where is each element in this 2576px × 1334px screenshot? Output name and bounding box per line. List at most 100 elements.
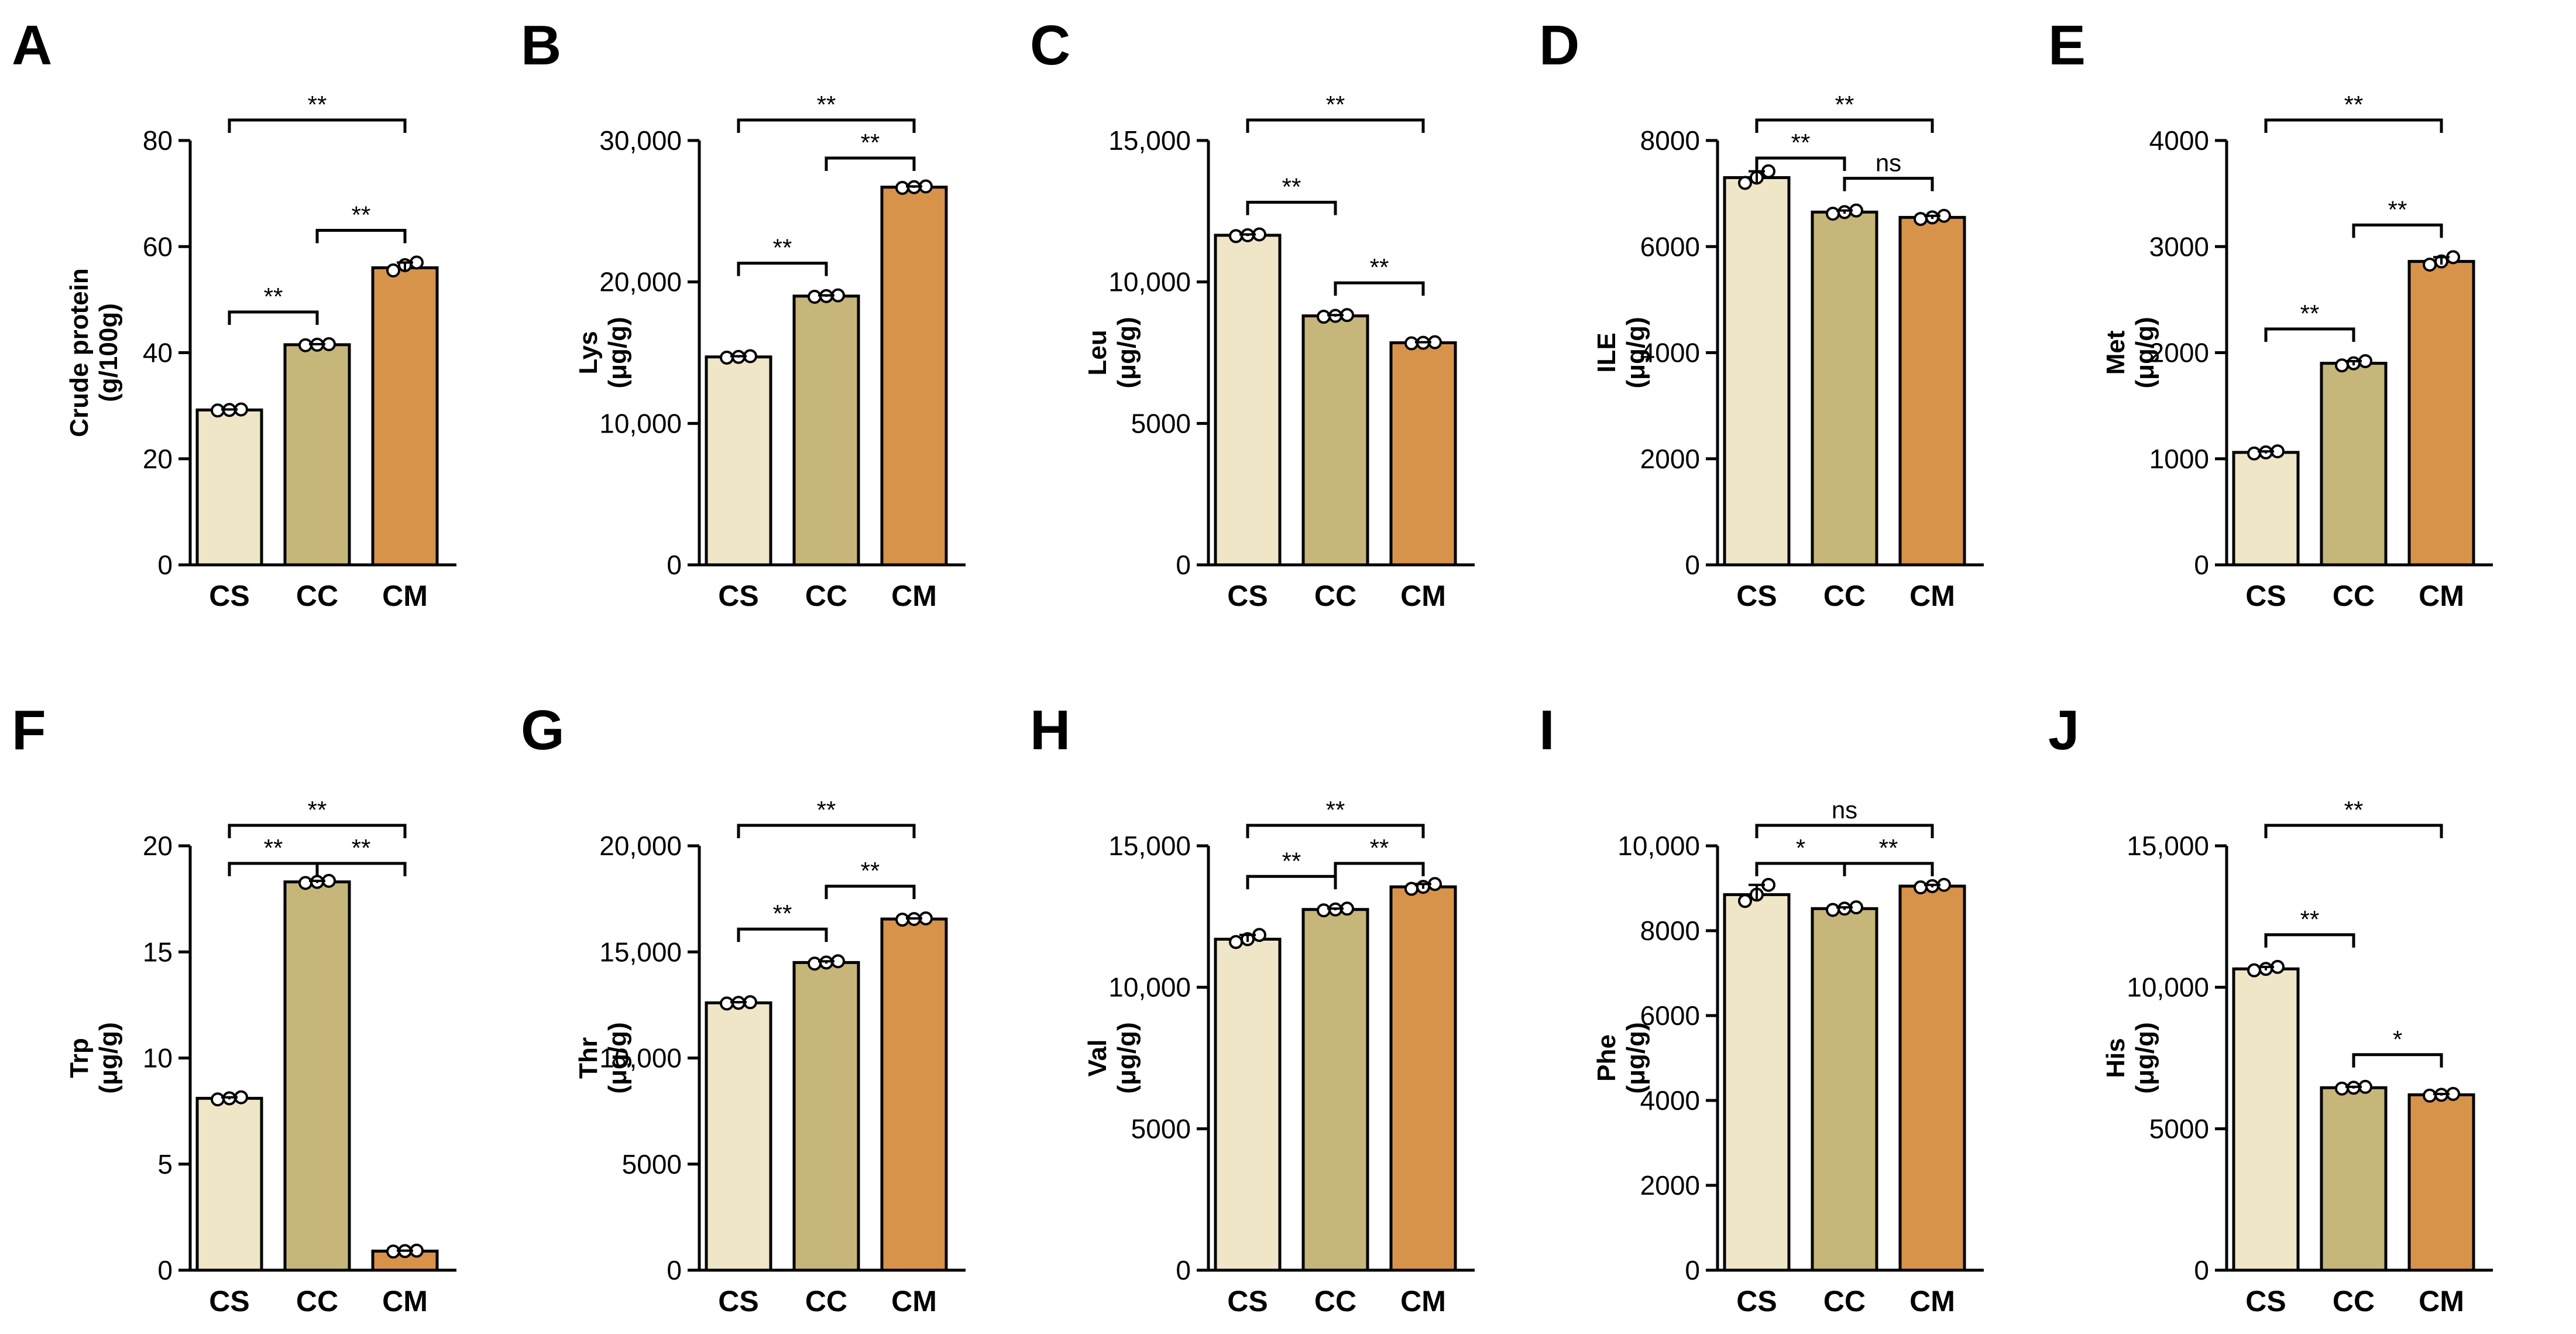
y-axis-title: Met(μg/g): [2101, 317, 2159, 388]
bar-cm: [2407, 1093, 2475, 1272]
significance-bracket: [825, 156, 916, 171]
y-tick-label: 10,000: [1108, 267, 1191, 297]
panel-b: B 0 10,000 20,000 30,000 Lys(μg/g) CS CC CM ** ** *…: [521, 14, 966, 612]
significance-label: ns: [1876, 149, 1901, 177]
bar-cs: [705, 355, 772, 567]
significance-label: **: [2388, 196, 2407, 223]
significance-bracket: [228, 118, 407, 133]
significance-bracket: [737, 927, 828, 942]
panel-a: A 0 20 40 60 80 Crude protein(g/100g) CS CC CM ** *…: [12, 14, 456, 612]
data-point: [808, 290, 822, 304]
data-point: [808, 956, 822, 971]
significance-label: **: [352, 834, 371, 862]
y-tick-label: 10,000: [2127, 972, 2209, 1003]
significance-label: **: [1370, 253, 1389, 281]
x-category-label: CC: [1823, 1285, 1866, 1318]
data-point: [2247, 446, 2261, 461]
significance-label: ns: [1832, 796, 1857, 824]
significance-bracket: [228, 310, 319, 325]
x-category-label: CS: [1736, 579, 1777, 612]
x-category-label: CM: [382, 1285, 428, 1318]
significance-bracket: [1334, 862, 1425, 876]
y-axis-title-line: Leu: [1083, 330, 1112, 375]
y-axis-title-line: ILE: [1592, 332, 1621, 372]
x-category-label: CC: [805, 579, 847, 612]
significance-label: **: [264, 283, 283, 310]
bar-cm: [880, 186, 948, 567]
x-category-label: CC: [2333, 1285, 2375, 1318]
y-tick-label: 15,000: [1108, 125, 1191, 156]
significance-label: **: [1835, 91, 1854, 118]
significance-bracket: [2264, 118, 2443, 133]
significance-bracket: [737, 118, 916, 133]
panel-letter: H: [1030, 699, 1070, 762]
y-tick-label: 4000: [1640, 1085, 1700, 1116]
significance-bracket: [1246, 200, 1337, 215]
y-axis-title-line: Crude protein: [65, 268, 94, 437]
panel-letter: G: [521, 699, 565, 762]
significance-label: **: [264, 834, 283, 862]
y-tick-label: 30,000: [599, 125, 682, 156]
y-tick-label: 20,000: [599, 831, 682, 861]
y-axis-title-line: Thr: [574, 1037, 603, 1079]
bar-cc: [1811, 907, 1878, 1272]
x-category-label: CC: [1823, 579, 1866, 612]
y-tick-label: 4000: [2149, 125, 2209, 156]
data-point: [2423, 1088, 2437, 1103]
significance-bracket: [2352, 1053, 2443, 1068]
data-point: [1229, 229, 1243, 244]
panel-e: E 0 1000 2000 3000 4000 Met(μg/g) CS CC CM ** ** **: [2048, 14, 2493, 612]
panel-letter: J: [2048, 699, 2079, 762]
data-point: [1317, 310, 1331, 324]
bar-cs: [705, 1001, 772, 1272]
x-category-label: CM: [1909, 1285, 1955, 1318]
panel-letter: D: [1539, 14, 1579, 77]
y-tick-label: 8000: [1640, 125, 1700, 156]
x-category-label: CS: [1227, 579, 1268, 612]
y-tick-label: 0: [667, 550, 682, 580]
significance-bracket: [2264, 824, 2443, 838]
data-point: [211, 1092, 225, 1107]
x-category-label: CS: [1736, 1285, 1777, 1318]
significance-bracket: [1755, 156, 1846, 171]
y-axis-title-line: Phe: [1592, 1034, 1621, 1082]
significance-bracket: [1246, 824, 1425, 838]
significance-label: **: [773, 234, 792, 262]
bar-cm: [1898, 884, 1966, 1272]
significance-label: **: [308, 91, 327, 118]
y-tick-label: 5000: [622, 1149, 682, 1179]
x-category-label: CM: [1400, 579, 1446, 612]
bar-cs: [1214, 234, 1282, 567]
y-axis-title-line: (μg/g): [1622, 317, 1650, 388]
significance-label: **: [1879, 834, 1898, 862]
significance-bracket: [737, 262, 828, 276]
panel-letter: F: [12, 699, 46, 762]
y-axis-title-line: (μg/g): [94, 1022, 123, 1093]
y-tick-label: 6000: [1640, 231, 1700, 262]
panel-c: C 0 5000 10,000 15,000 Leu(μg/g) CS CC CM ** ** **: [1030, 14, 1475, 612]
significance-bracket: [825, 884, 916, 899]
bar-cs: [195, 1096, 263, 1272]
y-axis-title: ILE(μg/g): [1592, 317, 1650, 388]
x-category-label: CS: [2245, 579, 2286, 612]
data-point: [1317, 903, 1331, 918]
data-point: [2423, 258, 2437, 272]
y-tick-label: 20: [143, 831, 173, 861]
panel-letter: E: [2048, 14, 2086, 77]
data-point: [1738, 176, 1752, 190]
panel-letter: I: [1539, 699, 1555, 762]
y-tick-label: 20,000: [599, 267, 682, 297]
y-axis-title-line: (μg/g): [1112, 1022, 1141, 1093]
bar-cc: [792, 294, 860, 567]
y-tick-label: 10,000: [1617, 831, 1700, 861]
x-category-label: CM: [891, 579, 937, 612]
bar-cs: [2232, 451, 2300, 567]
y-axis-title: Thr(μg/g): [574, 1022, 632, 1093]
y-tick-label: 15,000: [2127, 831, 2209, 861]
y-axis-title-line: (μg/g): [603, 317, 632, 388]
y-tick-label: 0: [2194, 550, 2209, 580]
x-category-label: CM: [2419, 1285, 2464, 1318]
data-point: [895, 180, 909, 195]
data-point: [720, 350, 734, 365]
